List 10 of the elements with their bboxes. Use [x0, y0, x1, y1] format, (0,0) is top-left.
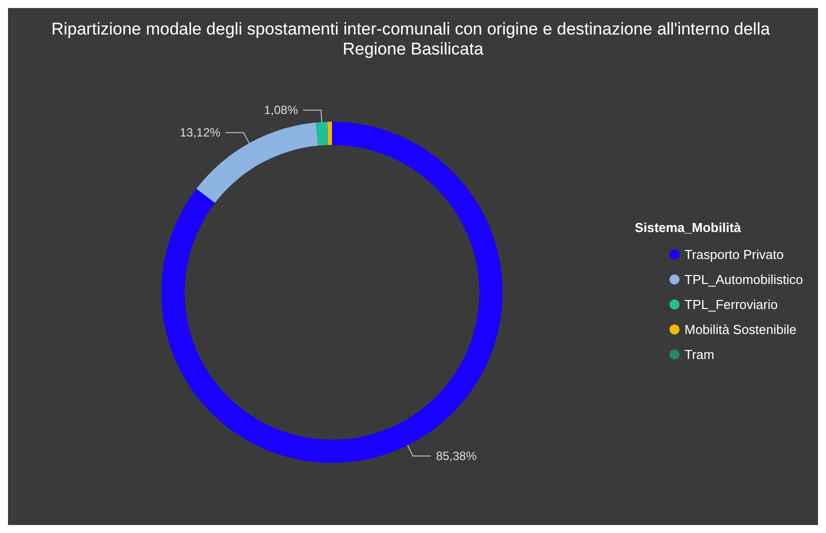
chart-title: Ripartizione modale degli spostamenti inter-comunali con origine e destinazione all'interno della Regione Basilicata	[51, 20, 775, 58]
legend-label: Trasporto Privato	[684, 247, 784, 262]
legend-label: TPL_Automobilistico	[684, 272, 803, 287]
data-label: 1,08%	[264, 103, 298, 118]
legend-label: TPL_Ferroviario	[684, 297, 778, 312]
legend-label: Mobilità Sostenibile	[684, 322, 797, 337]
legend-title: Sistema_Mobilità	[634, 220, 742, 235]
legend-label: Tram	[684, 347, 714, 362]
data-label: 13,12%	[180, 126, 221, 140]
data-label: 85,38%	[436, 449, 477, 464]
